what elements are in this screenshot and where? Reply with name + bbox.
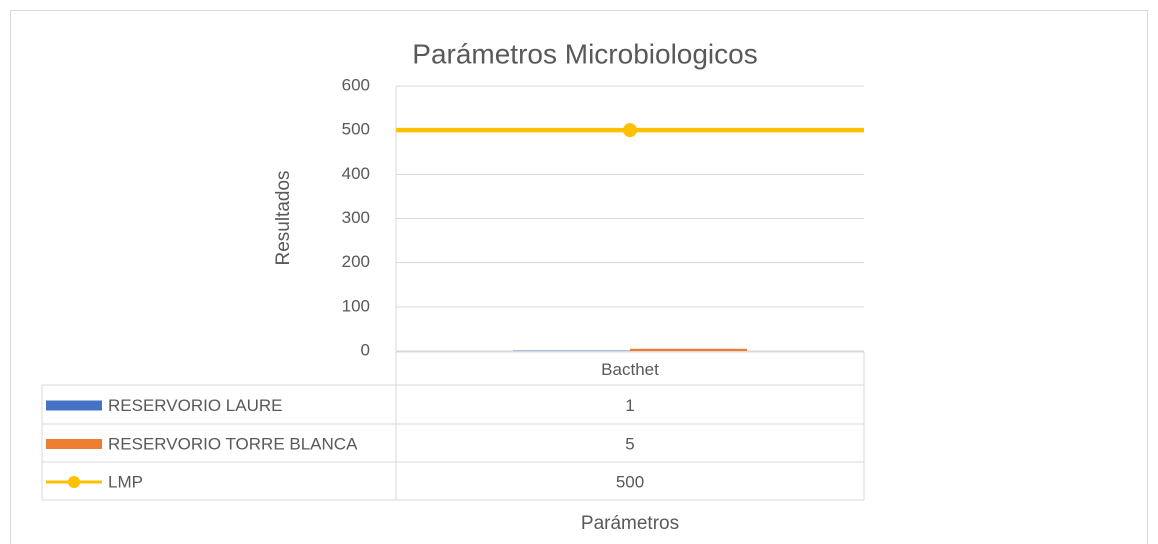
x-axis-label: Parámetros xyxy=(581,513,679,534)
legend-key-marker xyxy=(68,476,80,488)
y-tick-label: 400 xyxy=(342,164,370,183)
table-value: 500 xyxy=(616,472,644,491)
y-tick-label: 0 xyxy=(361,340,370,359)
table-value: 1 xyxy=(625,396,634,415)
bar xyxy=(630,348,747,351)
x-tick-label: Bacthet xyxy=(601,360,659,379)
legend-key xyxy=(46,439,102,449)
y-tick-label: 200 xyxy=(342,252,370,271)
chart-border xyxy=(10,10,1148,544)
legend-label: RESERVORIO LAURE xyxy=(108,396,282,415)
y-tick-label: 100 xyxy=(342,296,370,315)
y-axis-label: Resultados xyxy=(273,170,294,265)
legend-key xyxy=(46,400,102,411)
y-tick-label: 300 xyxy=(342,208,370,227)
legend-label: RESERVORIO TORRE BLANCA xyxy=(108,434,358,453)
y-tick-label: 600 xyxy=(342,75,370,94)
legend-label: LMP xyxy=(108,472,143,491)
chart-title: Parámetros Microbiologicos xyxy=(412,38,757,69)
table-value: 5 xyxy=(625,434,634,453)
y-tick-label: 500 xyxy=(342,120,370,139)
line-marker xyxy=(623,123,637,138)
